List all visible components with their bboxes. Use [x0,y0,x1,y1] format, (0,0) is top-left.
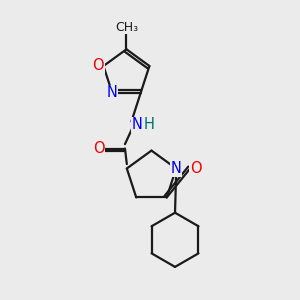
Text: N: N [171,161,182,176]
Text: O: O [190,161,202,176]
Text: O: O [93,141,104,156]
Text: N: N [107,85,118,100]
Text: H: H [144,118,154,133]
Text: N: N [131,118,142,133]
Text: O: O [92,58,104,74]
Text: CH₃: CH₃ [115,21,138,34]
